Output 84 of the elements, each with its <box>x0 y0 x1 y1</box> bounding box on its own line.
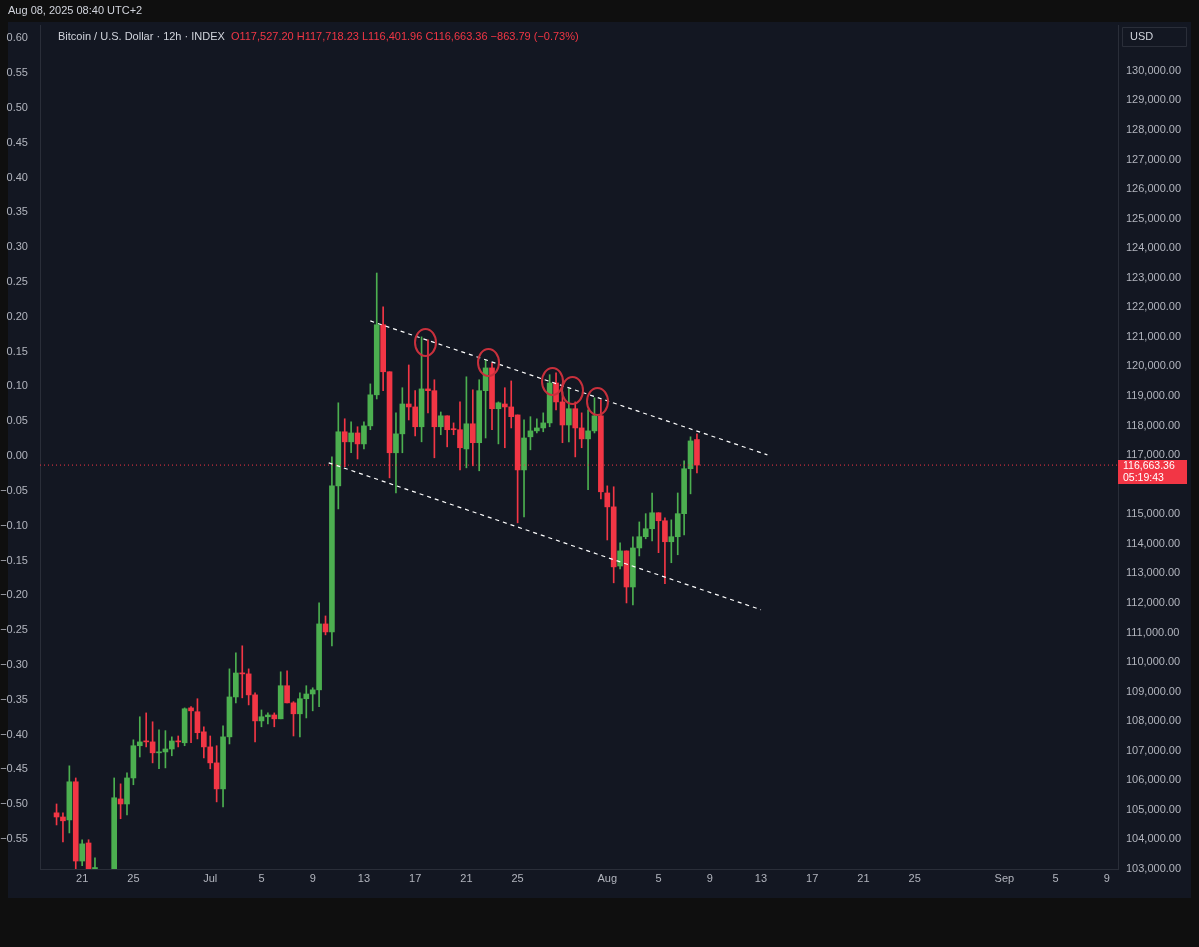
candlestick <box>393 412 399 494</box>
x-tick-label: 17 <box>806 871 819 884</box>
x-tick-label: 9 <box>309 871 316 884</box>
y-tick-label: 117,000.00 <box>1126 448 1181 461</box>
y2-tick-label: −0.05 <box>0 483 28 496</box>
x-tick-label: 5 <box>1052 871 1059 884</box>
y2-tick-label: −0.55 <box>0 832 28 845</box>
y-tick-label: 115,000.00 <box>1126 507 1181 520</box>
y2-tick-label: 0.40 <box>6 170 28 183</box>
ref-line-label: 116,663.36 <box>1123 458 1175 471</box>
y-tick-label: 112,000.00 <box>1126 595 1181 608</box>
y-tick-label: 123,000.00 <box>1126 270 1182 283</box>
y-tick-label: 120,000.00 <box>1126 359 1182 372</box>
x-tick-label: 25 <box>908 871 921 884</box>
y2-tick-label: −0.10 <box>0 518 28 531</box>
y-tick-label: 118,000.00 <box>1126 418 1181 431</box>
x-tick-label: Aug <box>597 871 618 884</box>
candlestick <box>405 364 412 421</box>
y-tick-label: 126,000.00 <box>1126 182 1182 195</box>
x-tick-label: 25 <box>127 871 140 884</box>
candlestick <box>585 409 591 491</box>
y-tick-label: 122,000.00 <box>1126 300 1182 313</box>
y2-tick-label: −0.25 <box>0 623 28 636</box>
y-tick-label: 109,000.00 <box>1126 684 1182 697</box>
y-tick-label: 128,000.00 <box>1126 122 1182 135</box>
y-tick-label: 129,000.00 <box>1126 93 1182 106</box>
y-tick-label: 130,000.00 <box>1126 63 1182 76</box>
candlestick <box>60 812 66 843</box>
text: 05:19:43 <box>1123 470 1165 483</box>
y2-tick-label: −0.40 <box>0 727 28 740</box>
y2-tick-label: 0.25 <box>6 274 28 287</box>
x-tick-label: 5 <box>258 871 265 884</box>
y-axis-title: USD <box>1130 30 1154 43</box>
x-tick-label: 9 <box>1103 871 1110 884</box>
x-tick-label: 21 <box>76 871 89 884</box>
candlestick <box>188 706 194 744</box>
candlestick <box>92 857 98 869</box>
x-tick-label: Sep <box>994 871 1015 884</box>
y-tick-label: 119,000.00 <box>1126 389 1181 402</box>
y-tick-label: 108,000.00 <box>1126 714 1182 727</box>
text: O117,527.20 H117,718.23 L116,401.96 C116,663.36 −863.79 (−0.73%) <box>230 30 579 43</box>
y-tick-label: 125,000.00 <box>1126 211 1182 224</box>
y2-tick-label: 0.05 <box>6 414 28 427</box>
x-tick-label: 17 <box>409 871 422 884</box>
y-tick-label: 127,000.00 <box>1126 152 1182 165</box>
y-tick-label: 103,000.00 <box>1126 862 1182 875</box>
y-tick-label: 104,000.00 <box>1126 832 1182 845</box>
y2-tick-label: −0.15 <box>0 553 28 566</box>
x-tick-label: 21 <box>460 871 473 884</box>
y2-tick-label: −0.35 <box>0 692 28 705</box>
y2-tick-label: 0.50 <box>6 100 28 113</box>
x-tick-label: 5 <box>655 871 662 884</box>
y-tick-label: 114,000.00 <box>1126 536 1181 549</box>
y2-tick-label: 0.30 <box>6 240 28 253</box>
y-tick-label: 113,000.00 <box>1126 566 1181 579</box>
y2-tick-label: 0.20 <box>6 309 28 322</box>
y2-tick-label: 0.10 <box>6 379 28 392</box>
y2-tick-label: −0.50 <box>0 797 28 810</box>
y2-tick-label: 0.35 <box>6 205 28 218</box>
y-tick-label: 124,000.00 <box>1126 241 1182 254</box>
y-tick-label: 107,000.00 <box>1126 743 1182 756</box>
candlestick <box>534 418 540 434</box>
y-tick-label: 105,000.00 <box>1126 802 1182 815</box>
y2-tick-label: −0.45 <box>0 762 28 775</box>
x-tick-label: 25 <box>511 871 524 884</box>
x-tick-label: 13 <box>754 871 768 884</box>
y2-tick-label: 0.45 <box>6 135 28 148</box>
y2-tick-label: 0.00 <box>6 449 28 462</box>
y-tick-label: 106,000.00 <box>1126 773 1182 786</box>
y-tick-label: 121,000.00 <box>1126 329 1182 342</box>
y2-tick-label: 0.15 <box>6 344 28 357</box>
y-tick-label: 111,000.00 <box>1126 625 1180 638</box>
candlestick <box>501 387 508 449</box>
x-tick-label: Jul <box>203 871 218 884</box>
y-tick-label: 110,000.00 <box>1126 655 1181 668</box>
x-tick-label: 21 <box>857 871 870 884</box>
x-tick-label: 9 <box>706 871 713 884</box>
y2-tick-label: −0.30 <box>0 657 28 670</box>
y2-tick-label: −0.20 <box>0 588 28 601</box>
y2-tick-label: 0.55 <box>6 66 28 79</box>
text: Aug 08, 2025 08:40 UTC+2 <box>8 4 143 17</box>
x-tick-label: 13 <box>357 871 371 884</box>
text: Bitcoin / U.S. Dollar · 12h · INDEX <box>58 30 226 43</box>
y2-tick-label: 0.60 <box>6 31 28 44</box>
